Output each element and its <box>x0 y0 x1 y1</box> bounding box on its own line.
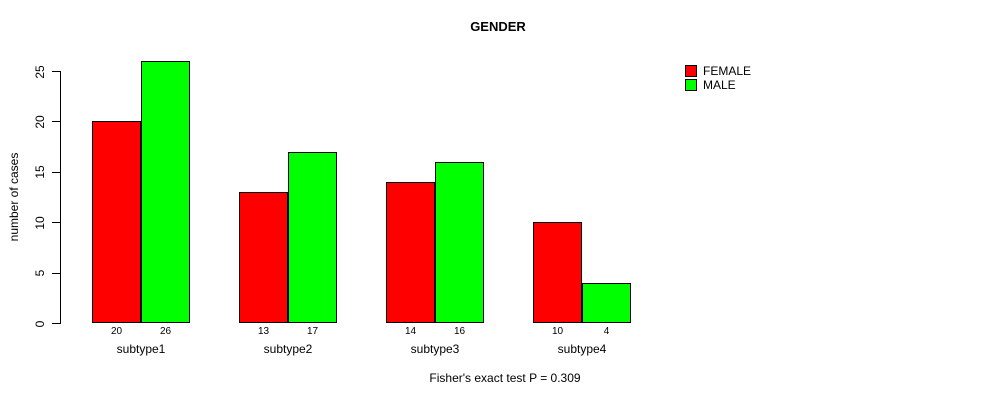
bar-value-label: 4 <box>603 326 610 337</box>
y-tick-label: 15 <box>33 165 47 179</box>
bar-value-label: 10 <box>551 326 564 337</box>
bar-female-subtype1 <box>92 121 141 323</box>
y-tick-label: 10 <box>33 216 47 230</box>
y-tick-label: 5 <box>33 269 47 277</box>
bar-female-subtype2 <box>239 191 288 323</box>
y-tick-label: 0 <box>33 320 47 327</box>
category-label-subtype1: subtype1 <box>116 342 166 356</box>
y-tick <box>52 171 60 173</box>
legend-label-female: FEMALE <box>703 64 752 78</box>
bar-female-subtype4 <box>533 222 582 323</box>
bar-value-label: 13 <box>257 326 270 337</box>
bar-value-label: 14 <box>404 326 417 337</box>
chart-title: GENDER <box>470 19 526 34</box>
bar-male-subtype1 <box>141 60 190 323</box>
legend-item-female: FEMALE <box>685 65 751 77</box>
annotation-fishers-test: Fisher's exact test P = 0.309 <box>429 371 581 385</box>
bar-value-label: 16 <box>453 326 466 337</box>
bar-value-label: 26 <box>159 326 172 337</box>
legend-swatch-male <box>685 79 697 91</box>
bar-male-subtype2 <box>288 151 337 323</box>
y-tick <box>52 121 60 123</box>
bar-male-subtype4 <box>582 282 631 323</box>
bar-value-label: 20 <box>110 326 123 337</box>
legend-swatch-female <box>685 65 697 77</box>
y-tick <box>52 272 60 274</box>
y-tick <box>52 323 60 324</box>
bar-value-label: 17 <box>306 326 319 337</box>
bar-male-subtype3 <box>435 161 484 323</box>
category-label-subtype4: subtype4 <box>557 342 607 356</box>
y-tick <box>52 71 60 72</box>
y-axis-label: number of cases <box>7 152 21 242</box>
category-label-subtype2: subtype2 <box>263 342 313 356</box>
bar-female-subtype3 <box>386 181 435 323</box>
y-tick-label: 20 <box>33 115 47 129</box>
legend-label-male: MALE <box>703 78 736 92</box>
y-axis-line <box>60 71 61 324</box>
y-tick-label: 25 <box>33 64 47 79</box>
category-label-subtype3: subtype3 <box>410 342 460 356</box>
legend: FEMALE MALE <box>685 65 751 93</box>
legend-item-male: MALE <box>685 79 751 91</box>
y-tick <box>52 222 60 224</box>
